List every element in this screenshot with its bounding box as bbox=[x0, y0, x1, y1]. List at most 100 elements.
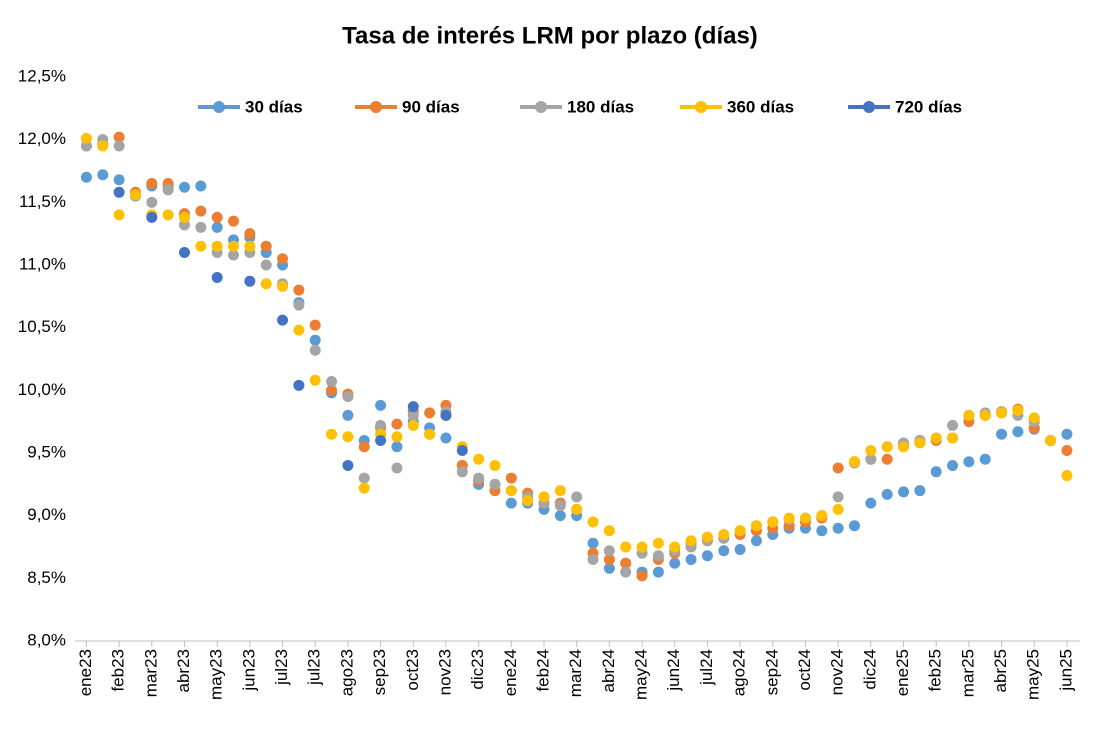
legend-label: 90 días bbox=[402, 97, 460, 116]
data-point bbox=[832, 462, 844, 474]
data-point bbox=[522, 495, 534, 507]
x-tick-label: ene23 bbox=[76, 649, 95, 696]
data-point bbox=[603, 525, 615, 537]
data-point bbox=[914, 485, 926, 497]
x-tick-label: ago24 bbox=[730, 649, 749, 696]
data-point bbox=[947, 419, 959, 431]
data-point bbox=[293, 284, 305, 296]
legend-label: 30 días bbox=[245, 97, 303, 116]
data-point bbox=[996, 407, 1008, 419]
data-point bbox=[783, 512, 795, 524]
data-point bbox=[620, 566, 632, 578]
data-point bbox=[750, 535, 762, 547]
data-point bbox=[456, 444, 468, 456]
data-point bbox=[358, 482, 370, 494]
data-point bbox=[80, 171, 92, 183]
x-tick-label: feb23 bbox=[109, 649, 128, 692]
data-point bbox=[391, 441, 403, 453]
data-point bbox=[178, 181, 190, 193]
data-point bbox=[407, 409, 419, 421]
data-point bbox=[244, 275, 256, 287]
x-tick-label: feb24 bbox=[533, 649, 552, 692]
data-point bbox=[391, 462, 403, 474]
data-point bbox=[1061, 444, 1073, 456]
data-point bbox=[195, 180, 207, 192]
data-point bbox=[898, 441, 910, 453]
x-tick-label: jun25 bbox=[1056, 649, 1075, 692]
data-point bbox=[587, 516, 599, 528]
data-point bbox=[260, 278, 272, 290]
data-point bbox=[881, 488, 893, 500]
x-tick-label: ago23 bbox=[337, 649, 356, 696]
data-point bbox=[848, 456, 860, 468]
data-point bbox=[80, 140, 92, 152]
data-point bbox=[195, 221, 207, 233]
x-tick-label: ene25 bbox=[893, 649, 912, 696]
x-tick-label: jun23 bbox=[239, 649, 258, 692]
legend-label: 180 días bbox=[567, 97, 634, 116]
data-point bbox=[1012, 426, 1024, 438]
data-point bbox=[228, 240, 240, 252]
data-point bbox=[113, 174, 125, 186]
data-point bbox=[260, 259, 272, 271]
data-point bbox=[146, 196, 158, 208]
y-tick-label: 10,5% bbox=[18, 317, 66, 336]
data-point bbox=[750, 520, 762, 532]
data-point bbox=[342, 409, 354, 421]
data-point bbox=[620, 557, 632, 569]
data-point bbox=[816, 510, 828, 522]
y-tick-label: 11,5% bbox=[19, 192, 66, 211]
data-point bbox=[603, 554, 615, 566]
y-tick-label: 12,5% bbox=[18, 66, 66, 85]
data-point bbox=[979, 409, 991, 421]
data-point bbox=[587, 554, 599, 566]
x-tick-label: oct23 bbox=[403, 649, 422, 691]
y-tick-label: 10,0% bbox=[18, 380, 66, 399]
data-point bbox=[342, 460, 354, 472]
data-point bbox=[309, 334, 321, 346]
legend-marker bbox=[213, 101, 225, 113]
data-point bbox=[407, 401, 419, 413]
data-point bbox=[734, 525, 746, 537]
data-point bbox=[260, 240, 272, 252]
x-tick-label: oct24 bbox=[795, 649, 814, 691]
data-point bbox=[718, 545, 730, 557]
x-tick-label: dic24 bbox=[860, 649, 879, 690]
legend-marker bbox=[695, 101, 707, 113]
data-point bbox=[424, 407, 436, 419]
data-point bbox=[571, 491, 583, 503]
data-point bbox=[930, 466, 942, 478]
y-tick-label: 12,0% bbox=[18, 129, 66, 148]
data-point bbox=[963, 409, 975, 421]
data-point bbox=[554, 510, 566, 522]
data-point bbox=[375, 434, 387, 446]
chart-title: Tasa de interés LRM por plazo (días) bbox=[342, 22, 758, 49]
data-point bbox=[178, 211, 190, 223]
data-point bbox=[277, 280, 289, 292]
data-point bbox=[881, 453, 893, 465]
data-point bbox=[767, 516, 779, 528]
data-point bbox=[865, 444, 877, 456]
data-point bbox=[97, 140, 109, 152]
data-point bbox=[146, 211, 158, 223]
data-point bbox=[244, 240, 256, 252]
x-tick-label: abr25 bbox=[991, 649, 1010, 692]
data-point bbox=[799, 512, 811, 524]
data-point bbox=[113, 209, 125, 221]
data-point bbox=[620, 541, 632, 553]
data-point bbox=[358, 472, 370, 484]
data-point bbox=[293, 379, 305, 391]
x-tick-label: sep24 bbox=[762, 649, 781, 695]
x-tick-label: feb25 bbox=[926, 649, 945, 692]
data-point bbox=[228, 249, 240, 261]
legend-marker bbox=[863, 101, 875, 113]
data-point bbox=[865, 497, 877, 509]
data-point bbox=[162, 184, 174, 196]
data-point bbox=[685, 554, 697, 566]
data-point bbox=[277, 253, 289, 265]
legend-marker bbox=[370, 101, 382, 113]
data-point bbox=[489, 478, 501, 490]
data-point bbox=[375, 419, 387, 431]
x-tick-label: nov24 bbox=[828, 649, 847, 695]
